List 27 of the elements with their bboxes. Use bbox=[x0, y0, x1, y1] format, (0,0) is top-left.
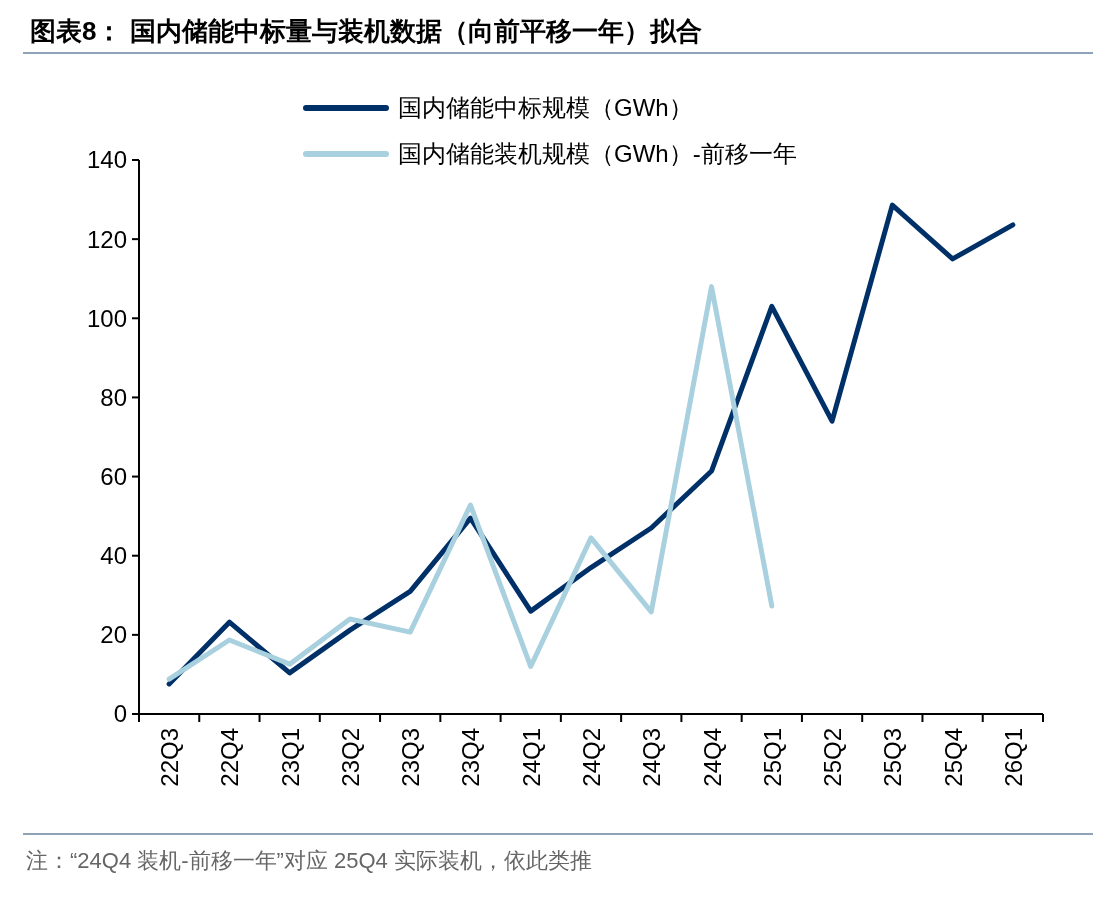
y-tick-label: 140 bbox=[86, 146, 127, 174]
x-tick-label: 25Q2 bbox=[819, 728, 847, 787]
y-tick-label: 100 bbox=[86, 304, 127, 332]
legend-label: 国内储能中标规模（GWh） bbox=[398, 94, 693, 122]
chart-title: 图表8： 国内储能中标量与装机数据（向前平移一年）拟合 bbox=[30, 16, 702, 46]
x-tick-label: 25Q4 bbox=[939, 728, 967, 787]
x-tick-label: 23Q2 bbox=[336, 728, 364, 787]
x-tick-label: 23Q4 bbox=[457, 728, 485, 787]
x-tick-label: 23Q3 bbox=[397, 728, 425, 787]
x-tick-label: 24Q4 bbox=[698, 728, 726, 787]
x-tick-label: 25Q1 bbox=[758, 728, 786, 787]
x-tick-label: 24Q1 bbox=[517, 728, 545, 787]
x-tick-label: 24Q3 bbox=[638, 728, 666, 787]
y-tick-label: 20 bbox=[100, 621, 127, 649]
x-tick-label: 23Q1 bbox=[276, 728, 304, 787]
x-tick-label: 25Q3 bbox=[879, 728, 907, 787]
x-tick-label: 22Q4 bbox=[216, 728, 244, 787]
text: 注：“24Q4 装机-前移一年”对应 25Q4 实际装机，依此类推 bbox=[26, 848, 592, 873]
x-tick-label: 26Q1 bbox=[999, 728, 1027, 787]
legend-label: 国内储能装机规模（GWh）-前移一年 bbox=[398, 140, 797, 168]
y-tick-label: 0 bbox=[113, 700, 127, 728]
y-tick-label: 60 bbox=[100, 462, 127, 490]
x-tick-label: 22Q3 bbox=[156, 728, 184, 787]
y-tick-label: 40 bbox=[100, 542, 127, 570]
y-tick-label: 80 bbox=[100, 383, 127, 411]
x-tick-label: 24Q2 bbox=[578, 728, 605, 787]
y-tick-label: 120 bbox=[86, 225, 127, 253]
